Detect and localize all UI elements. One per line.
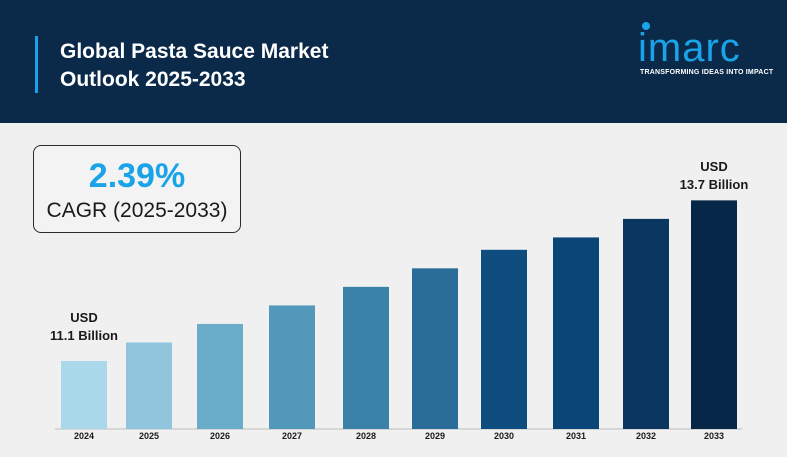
logo-dot-icon <box>642 22 650 30</box>
x-tick-label-2030: 2030 <box>494 431 514 441</box>
x-tick-label-2025: 2025 <box>139 431 159 441</box>
start-value-annotation: USD 11.1 Billion <box>34 309 134 345</box>
bar-2025 <box>126 342 172 429</box>
title-line-1: Global Pasta Sauce Market <box>60 40 329 63</box>
logo-tagline: TRANSFORMING IDEAS INTO IMPACT <box>640 69 774 76</box>
x-tick-label-2027: 2027 <box>282 431 302 441</box>
title-accent-bar <box>35 36 38 93</box>
page-title: Global Pasta Sauce Market Outlook 2025-2… <box>60 38 460 94</box>
logo-wordmark: imarc <box>638 26 741 70</box>
end-value-annotation: USD 13.7 Billion <box>664 158 764 194</box>
x-tick-label-2029: 2029 <box>425 431 445 441</box>
start-annotation-currency: USD <box>70 310 98 326</box>
x-tick-label-2033: 2033 <box>704 431 724 441</box>
x-tick-label-2032: 2032 <box>636 431 656 441</box>
bar-2030 <box>481 249 527 429</box>
end-annotation-value: 13.7 Billion <box>679 177 749 193</box>
cagr-label: CAGR (2025-2033) <box>46 199 228 222</box>
cagr-value: 2.39% <box>88 157 186 195</box>
bar-2024 <box>61 361 107 429</box>
x-tick-label-2028: 2028 <box>356 431 376 441</box>
x-tick-label-2024: 2024 <box>74 431 94 441</box>
cagr-box: 2.39% CAGR (2025-2033) <box>33 145 241 233</box>
bar-2027 <box>269 305 315 429</box>
bar-2033 <box>691 200 737 429</box>
imarc-logo: imarc TRANSFORMING IDEAS INTO IMPACT <box>638 22 780 82</box>
x-tick-label-2026: 2026 <box>210 431 230 441</box>
x-tick-label-2031: 2031 <box>566 431 586 441</box>
bar-2029 <box>412 268 458 429</box>
bar-2032 <box>623 218 669 429</box>
title-line-2: Outlook 2025-2033 <box>60 68 246 91</box>
end-annotation-currency: USD <box>700 159 728 175</box>
bar-2028 <box>343 286 389 429</box>
bar-2026 <box>197 323 243 429</box>
header-banner: Global Pasta Sauce Market Outlook 2025-2… <box>0 0 787 123</box>
start-annotation-value: 11.1 Billion <box>50 328 118 344</box>
bar-2031 <box>553 237 599 429</box>
